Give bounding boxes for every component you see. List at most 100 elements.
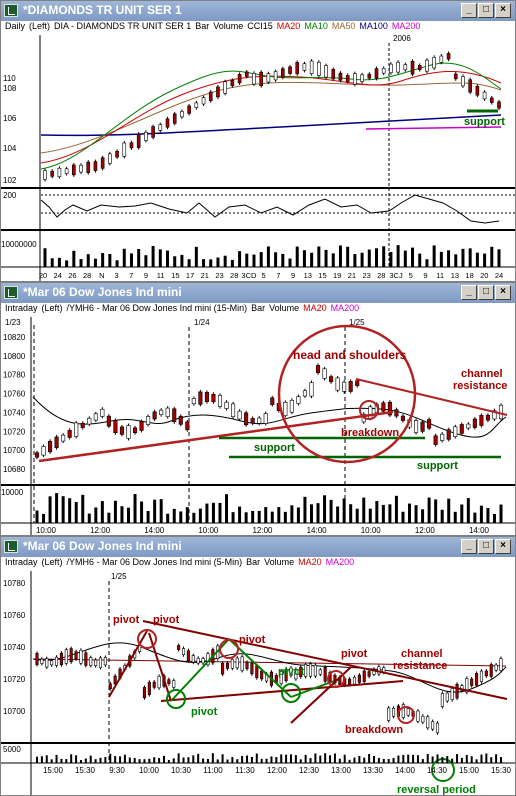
volume-bars bbox=[36, 753, 502, 763]
info-volume: Volume bbox=[213, 21, 244, 31]
bar-body bbox=[191, 655, 195, 663]
volume-bar bbox=[394, 495, 398, 523]
volume-bar bbox=[375, 501, 379, 523]
bar-body bbox=[139, 421, 144, 431]
breakdown-label: breakdown bbox=[341, 427, 399, 439]
bar-body bbox=[266, 73, 271, 83]
close-button[interactable]: × bbox=[495, 285, 511, 300]
time-tick: 15:00 bbox=[459, 766, 480, 775]
maximize-button[interactable]: □ bbox=[478, 285, 494, 300]
date-tick: 28 bbox=[377, 271, 385, 280]
minimize-button[interactable]: _ bbox=[461, 539, 477, 554]
pivot-circle bbox=[137, 629, 157, 649]
bar-body bbox=[250, 662, 254, 675]
volume-bar bbox=[225, 494, 229, 523]
volume-bar bbox=[333, 753, 336, 763]
price-tick: 10680 bbox=[3, 465, 26, 474]
bar-body bbox=[387, 401, 392, 416]
close-button[interactable]: × bbox=[495, 539, 511, 554]
bar-body bbox=[87, 417, 92, 425]
price-chart-ym-5min[interactable]: 1/25 10780 10760 10740 10720 10700 pivot piv… bbox=[1, 571, 515, 795]
volume-bar bbox=[316, 503, 320, 523]
volume-bar bbox=[329, 499, 333, 523]
bar-body bbox=[100, 157, 105, 169]
hs-label: head and shoulders bbox=[293, 348, 407, 362]
volume-bar bbox=[299, 759, 302, 763]
date-tick: 11 bbox=[436, 271, 444, 280]
close-button[interactable]: × bbox=[495, 3, 511, 18]
bar-body bbox=[348, 678, 352, 685]
volume-bar bbox=[108, 254, 112, 267]
volume-bar bbox=[162, 755, 165, 763]
pivot-trendline-4 bbox=[228, 638, 292, 698]
info-volume: Volume bbox=[264, 557, 295, 567]
time-tick: 12:00 bbox=[267, 766, 288, 775]
minimize-button[interactable]: _ bbox=[461, 3, 477, 18]
bar-body bbox=[50, 660, 54, 666]
channel-label: channel bbox=[461, 368, 503, 380]
volume-bar bbox=[68, 498, 72, 523]
bar-body bbox=[79, 164, 83, 173]
pivot-label: pivot bbox=[191, 706, 218, 718]
volume-bar bbox=[408, 503, 412, 523]
bar-body bbox=[324, 65, 328, 78]
volume-bar bbox=[368, 753, 371, 763]
price-chart-dia[interactable]: 110 108 106 104 102 200 10000000 2006 su… bbox=[1, 35, 515, 281]
cci-tick: 200 bbox=[3, 191, 17, 200]
volume-bar bbox=[338, 245, 342, 267]
price-tick: 10740 bbox=[3, 408, 26, 417]
bar-body bbox=[472, 418, 477, 428]
price-tick: 102 bbox=[3, 176, 17, 185]
volume-bar bbox=[451, 758, 454, 763]
bar-body bbox=[440, 693, 444, 707]
bar-body bbox=[158, 124, 163, 131]
volume-bar bbox=[209, 259, 213, 267]
bar-body bbox=[260, 670, 264, 680]
time-tick: 12:30 bbox=[299, 766, 320, 775]
pivot-trendline-2 bbox=[148, 632, 172, 702]
time-tick: 12:00 bbox=[415, 526, 436, 535]
date-tick: 5 bbox=[409, 271, 413, 280]
volume-bar bbox=[500, 757, 502, 763]
volume-bar bbox=[355, 508, 359, 523]
bar-body bbox=[381, 67, 386, 74]
window-titlebar[interactable]: *Mar 06 Dow Jones Ind mini _ □ × bbox=[1, 537, 515, 557]
maximize-button[interactable]: □ bbox=[478, 3, 494, 18]
bar-body bbox=[79, 649, 83, 664]
volume-bar bbox=[288, 258, 292, 267]
window-titlebar[interactable]: *DIAMONDS TR UNIT SER 1 _ □ × bbox=[1, 1, 515, 21]
bar-body bbox=[499, 658, 503, 671]
volume-bar bbox=[138, 759, 141, 763]
date-tick: 20 bbox=[39, 271, 47, 280]
volume-bar bbox=[50, 258, 54, 267]
volume-bar bbox=[93, 258, 97, 267]
bar-body bbox=[498, 404, 504, 420]
window-titlebar[interactable]: *Mar 06 Dow Jones Ind mini _ □ × bbox=[1, 283, 515, 303]
time-tick: 10:30 bbox=[171, 766, 192, 775]
bar-body bbox=[475, 85, 480, 96]
volume-bar bbox=[470, 756, 473, 763]
volume-bar bbox=[368, 508, 372, 523]
bar-body bbox=[406, 708, 410, 716]
bar-body bbox=[446, 53, 451, 60]
volume-bar bbox=[166, 513, 170, 523]
volume-bar bbox=[173, 256, 177, 267]
bar-body bbox=[425, 59, 429, 72]
bar-body bbox=[431, 721, 435, 730]
volume-bar bbox=[460, 757, 463, 763]
ma100-line bbox=[40, 114, 502, 137]
bar-body bbox=[211, 393, 216, 403]
year-label: 2006 bbox=[393, 35, 411, 43]
volume-bar bbox=[353, 757, 356, 763]
date-tick: 11 bbox=[157, 271, 165, 280]
minimize-button[interactable]: _ bbox=[461, 285, 477, 300]
maximize-button[interactable]: □ bbox=[478, 539, 494, 554]
volume-bar bbox=[414, 505, 418, 523]
volume-bar bbox=[75, 755, 78, 763]
window-title: *Mar 06 Dow Jones Ind mini bbox=[23, 539, 182, 553]
volume-bar bbox=[133, 494, 137, 523]
chart-info-bar: Intraday (Left)/YMH6 - Mar 06 Dow Jones I… bbox=[1, 557, 515, 571]
price-chart-ym-15min[interactable]: 1/23 1/24 1/25 10820 10800 10780 10760 10740… bbox=[1, 317, 515, 535]
volume-bar bbox=[251, 510, 255, 523]
bar-body bbox=[72, 164, 76, 176]
